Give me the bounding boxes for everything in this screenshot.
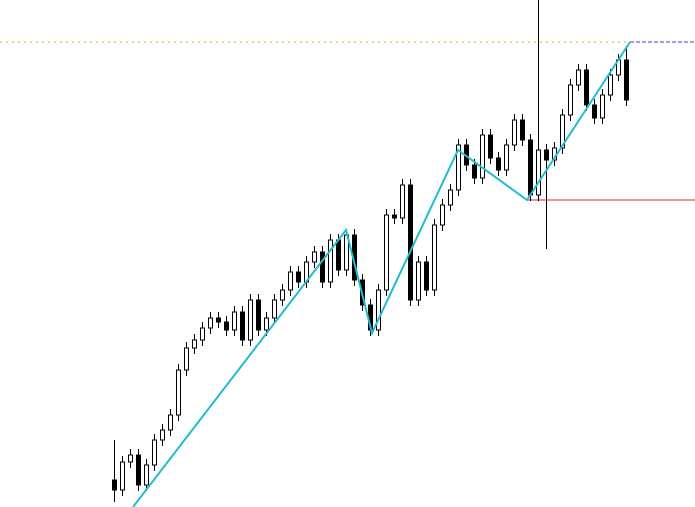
zigzag-line — [132, 41, 631, 507]
candle-body — [600, 94, 605, 119]
candle-body — [120, 461, 125, 491]
candle-body — [392, 214, 397, 219]
candle-body — [544, 149, 549, 161]
candle-body — [512, 119, 517, 146]
candle-body — [336, 239, 341, 271]
candle-body — [328, 239, 333, 283]
candle-body — [168, 414, 173, 431]
candle-body — [448, 189, 453, 206]
candle-body — [216, 317, 221, 323]
candle-body — [408, 184, 413, 301]
candle-body — [472, 164, 477, 179]
candle-body — [488, 134, 493, 159]
candle-body — [240, 311, 245, 341]
candle-body — [568, 84, 573, 116]
candle-body — [480, 134, 485, 179]
candle-body — [112, 479, 117, 491]
candle-body — [200, 327, 205, 341]
candle-body — [280, 289, 285, 301]
candle-body — [248, 299, 253, 341]
candle-body — [520, 119, 525, 141]
candle-body — [496, 157, 501, 171]
candle-body — [608, 74, 613, 96]
candle-body — [128, 454, 133, 463]
candle-body — [144, 464, 149, 486]
candle-body — [376, 289, 381, 331]
candle-body — [528, 139, 533, 196]
candle-body — [456, 144, 461, 191]
candle-body — [160, 429, 165, 441]
candle-body — [416, 261, 421, 301]
candle-body — [576, 69, 581, 86]
candle-body — [224, 321, 229, 331]
candle-body — [400, 184, 405, 219]
candle-body — [296, 271, 301, 283]
candle-body — [504, 144, 509, 171]
candle-body — [312, 251, 317, 263]
candle-body — [264, 317, 269, 331]
candle-body — [208, 317, 213, 329]
candle-body — [424, 261, 429, 291]
candle-body — [272, 299, 277, 319]
candle-body — [256, 299, 261, 331]
candle-body — [584, 69, 589, 106]
candle-body — [176, 369, 181, 416]
candle-body — [232, 311, 237, 331]
candle-body — [536, 149, 541, 196]
candle-body — [152, 439, 157, 466]
candle-body — [592, 104, 597, 119]
candle-body — [320, 251, 325, 283]
candle-body — [440, 204, 445, 226]
candle-body — [432, 224, 437, 291]
candle-body — [184, 347, 189, 371]
candle-body — [192, 339, 197, 349]
candle-body — [136, 454, 141, 486]
candle-body — [384, 214, 389, 291]
candle-body — [288, 271, 293, 291]
candle-body — [560, 114, 565, 149]
candle-body — [624, 59, 629, 101]
